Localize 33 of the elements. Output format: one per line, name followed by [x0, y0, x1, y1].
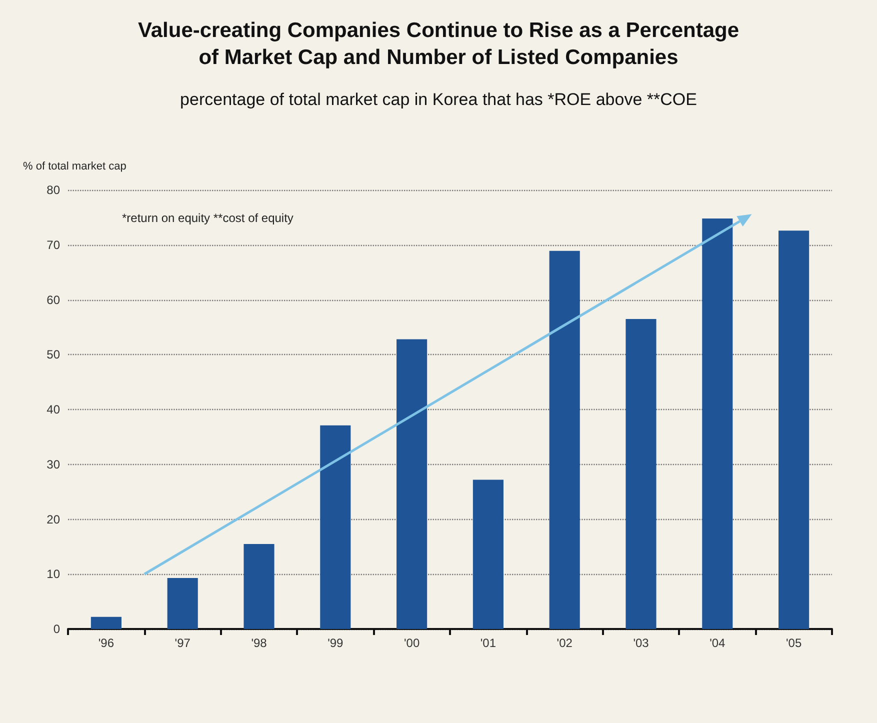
bar	[244, 544, 274, 629]
x-tick-label: '96	[98, 636, 114, 650]
x-tick-label: '98	[251, 636, 268, 650]
x-tick-label: '03	[633, 636, 650, 650]
x-tick-label: '04	[710, 636, 726, 650]
x-tick-label: '00	[404, 636, 420, 650]
y-tick-label: 70	[46, 238, 60, 252]
bar	[702, 218, 733, 629]
y-tick-label: 20	[46, 512, 60, 526]
chart-title: Value-creating Companies Continue to Rise as a Percentage of Market Cap and Number of Listed Companies	[138, 19, 740, 69]
bar	[472, 480, 504, 629]
bar	[778, 230, 810, 629]
y-tick-label: 60	[46, 292, 60, 307]
y-tick-label: 10	[46, 567, 60, 582]
y-tick-label: 0	[53, 622, 60, 636]
y-tick-label: 50	[46, 348, 60, 362]
bar	[626, 318, 656, 629]
x-tick-label: '02	[556, 636, 573, 650]
y-axis-title: % of total market cap	[23, 160, 126, 172]
y-tick-label: 40	[46, 402, 60, 416]
bar	[549, 250, 580, 629]
x-tick-label: '97	[174, 636, 191, 650]
y-tick-label: 80	[46, 183, 60, 197]
x-tick-label: '01	[480, 636, 496, 650]
chart-subtitle: percentage of total market cap in Korea that has *ROE above **COE	[180, 90, 697, 109]
x-tick-label: '99	[328, 636, 344, 650]
bar	[167, 578, 198, 629]
bar	[396, 339, 428, 629]
annotation: *return on equity **cost of equity	[122, 211, 294, 225]
y-tick-label: 30	[46, 457, 60, 472]
bar	[320, 425, 351, 629]
bar	[90, 616, 122, 629]
x-tick-label: '05	[786, 636, 802, 650]
